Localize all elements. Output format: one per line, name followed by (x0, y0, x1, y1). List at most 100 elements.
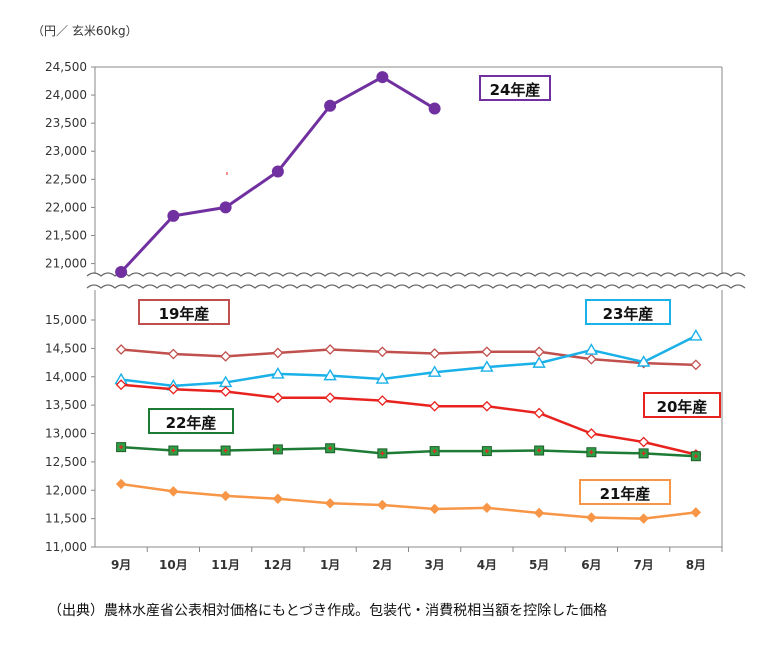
data-point-cross (432, 449, 437, 454)
data-point (220, 490, 231, 502)
data-point (377, 499, 388, 511)
data-point (376, 395, 388, 407)
data-point (271, 367, 285, 379)
y-tick-label-upper: 22,500 (45, 172, 87, 186)
data-point-cross (119, 445, 124, 450)
series-line (120, 482, 697, 520)
y-tick-label-upper: 21,000 (45, 257, 87, 271)
y-tick-label-lower: 13,500 (45, 398, 87, 412)
x-tick-label: 5月 (529, 558, 549, 572)
series-line (120, 334, 697, 388)
x-tick-label: 3月 (424, 558, 444, 572)
data-point (375, 372, 390, 384)
data-point (167, 383, 179, 395)
data-point (324, 344, 336, 355)
series-line (121, 348, 696, 367)
data-point (220, 350, 232, 362)
series-line (121, 383, 697, 456)
data-point-cross (537, 448, 542, 453)
data-point (585, 353, 597, 365)
data-point (428, 102, 441, 115)
series-label-21: 21年産 (579, 479, 671, 505)
y-tick-label-lower: 13,000 (45, 427, 87, 441)
data-point (532, 356, 546, 368)
y-tick-label-lower: 14,000 (45, 370, 87, 384)
data-point (636, 355, 651, 367)
y-axis-unit-label: （円／ 玄米60kg） (32, 24, 138, 38)
data-point (376, 346, 388, 358)
y-tick-label-lower: 11,000 (45, 540, 87, 554)
data-point (586, 512, 597, 523)
x-tick-label: 10月 (159, 558, 188, 572)
data-point-cross (693, 454, 698, 459)
data-point (115, 478, 127, 490)
data-point (323, 368, 337, 381)
data-point (324, 498, 336, 509)
x-tick-label: 9月 (111, 558, 131, 572)
data-point (585, 428, 597, 439)
data-point (168, 486, 179, 497)
data-point-cross (275, 447, 280, 452)
x-tick-label: 7月 (633, 558, 653, 572)
data-point (167, 209, 180, 222)
data-point (272, 392, 284, 404)
data-point (481, 346, 493, 358)
x-tick-label: 6月 (581, 558, 601, 572)
data-point (115, 379, 127, 391)
data-point-cross (171, 448, 176, 453)
x-tick-label: 11月 (211, 558, 240, 572)
data-point (272, 493, 284, 504)
data-point (220, 386, 232, 397)
data-point (584, 343, 599, 355)
data-point-cross (484, 449, 489, 454)
y-tick-label-lower: 15,000 (45, 313, 87, 327)
data-point-cross (641, 451, 646, 456)
data-point (533, 507, 545, 519)
data-point (376, 71, 389, 84)
axis-break-line (86, 272, 746, 277)
data-point (429, 400, 441, 412)
data-point-cross (328, 446, 333, 451)
data-point (167, 348, 179, 360)
y-tick-label-upper: 24,000 (45, 88, 87, 102)
data-point (429, 348, 441, 359)
data-point (480, 360, 494, 372)
series-label-23: 23年産 (585, 299, 671, 325)
series-label-20: 20年産 (643, 392, 721, 418)
series-label-19: 19年産 (138, 299, 230, 325)
data-point (533, 407, 545, 419)
data-point (689, 328, 703, 341)
y-tick-label-upper: 23,500 (45, 116, 87, 130)
y-tick-label-upper: 23,000 (45, 144, 87, 158)
series-line (121, 445, 696, 458)
data-point-cross (223, 448, 228, 453)
data-point (219, 201, 232, 214)
data-point (481, 400, 493, 412)
data-point (115, 266, 128, 278)
data-point (324, 99, 337, 112)
data-point-cross (589, 450, 594, 455)
series-label-22: 22年産 (148, 408, 234, 434)
data-point (690, 359, 702, 371)
y-tick-label-lower: 12,000 (45, 483, 87, 497)
price-line-chart: 21,000 21,500 22,000 22,500 23,000 23,500 24,0… (45, 60, 746, 572)
data-point (115, 344, 127, 355)
y-tick-label-upper: 24,500 (45, 60, 87, 74)
data-point (481, 502, 493, 514)
source-note: （出典）農林水産省公表相対価格にもとづき作成。包装代・消費税相当額を控除した価格 (48, 603, 608, 619)
data-point (427, 365, 442, 377)
data-point (271, 165, 284, 178)
data-point (638, 513, 649, 524)
data-point-cross (380, 451, 385, 456)
data-point (272, 347, 284, 359)
x-tick-label: 8月 (686, 558, 706, 572)
data-point (533, 346, 545, 358)
y-tick-label-lower: 12,500 (45, 455, 87, 469)
series-label-24: 24年産 (479, 75, 551, 101)
x-tick-label: 12月 (264, 558, 293, 572)
y-tick-label-upper: 22,000 (45, 200, 87, 214)
x-tick-label: 2月 (372, 558, 392, 572)
y-tick-label-lower: 11,500 (45, 512, 87, 526)
data-point (690, 507, 702, 518)
x-tick-label: 1月 (320, 558, 340, 572)
